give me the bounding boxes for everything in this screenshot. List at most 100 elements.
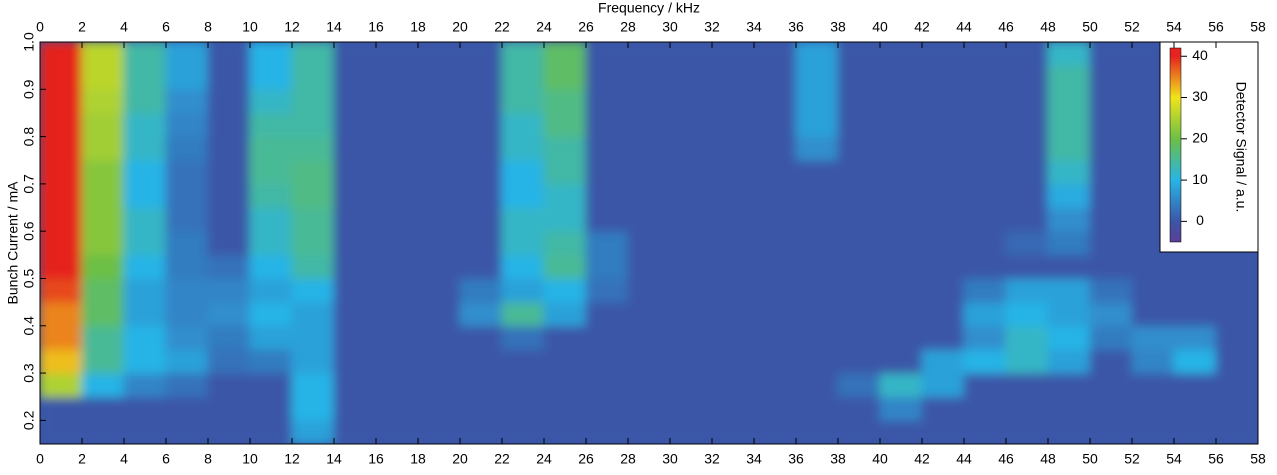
heatmap-cell xyxy=(753,325,797,350)
heatmap-cell xyxy=(711,372,755,398)
heatmap-cell xyxy=(1047,348,1091,374)
x-tick-label: 44 xyxy=(956,451,972,467)
heatmap-cell xyxy=(585,325,629,350)
heatmap-cell xyxy=(501,183,545,209)
heatmap-cell xyxy=(1215,254,1258,279)
heatmap-cell xyxy=(123,65,167,90)
heatmap-cell xyxy=(879,325,923,350)
colorbar-tick-label: 30 xyxy=(1192,88,1208,104)
x-tick-label: 18 xyxy=(410,451,426,467)
heatmap-cell xyxy=(669,230,713,256)
heatmap-cell xyxy=(123,301,167,327)
heatmap-cell xyxy=(627,372,671,398)
heatmap-cell xyxy=(837,372,881,398)
heatmap-cell xyxy=(417,325,461,350)
x-tick-label: 36 xyxy=(788,19,804,35)
heatmap-cell xyxy=(81,348,125,374)
x-tick-label: 30 xyxy=(662,451,678,467)
heatmap-cell xyxy=(333,230,377,256)
heatmap-cell xyxy=(1047,372,1091,398)
heatmap-cell xyxy=(1005,254,1049,279)
heatmap-cell xyxy=(837,183,881,209)
heatmap-cell xyxy=(837,65,881,90)
heatmap-cell xyxy=(795,325,839,350)
heatmap-cell xyxy=(333,65,377,90)
y-tick-label: 0.8 xyxy=(21,127,37,147)
heatmap-cell xyxy=(291,136,335,161)
heatmap-cell xyxy=(249,136,293,161)
x-tick-label: 42 xyxy=(914,19,930,35)
x-tick-label: 32 xyxy=(704,19,720,35)
heatmap-cell xyxy=(291,207,335,232)
heatmap-cell xyxy=(1089,348,1133,374)
x-tick-label: 58 xyxy=(1250,451,1266,467)
heatmap-cell xyxy=(123,372,167,398)
heatmap-cell xyxy=(40,277,83,303)
heatmap-cell xyxy=(40,88,83,114)
heatmap-cell xyxy=(291,277,335,303)
heatmap-cell xyxy=(1089,65,1133,90)
heatmap-cell xyxy=(459,183,503,209)
heatmap-cell xyxy=(963,183,1007,209)
heatmap-cell xyxy=(165,301,209,327)
heatmap-cell xyxy=(585,419,629,444)
x-tick-label: 32 xyxy=(704,451,720,467)
heatmap-cell xyxy=(1089,183,1133,209)
heatmap-cell xyxy=(711,207,755,232)
heatmap-cell xyxy=(501,325,545,350)
heatmap-cell xyxy=(753,348,797,374)
heatmap-cell xyxy=(543,419,587,444)
y-tick-label: 0.5 xyxy=(21,269,37,289)
x-tick-label: 16 xyxy=(368,19,384,35)
x-tick-label: 0 xyxy=(36,451,44,467)
heatmap-cell xyxy=(879,301,923,327)
heatmap-cell xyxy=(333,325,377,350)
heatmap-cell xyxy=(333,348,377,374)
heatmap-cell xyxy=(291,112,335,138)
heatmap-cell xyxy=(585,42,629,67)
heatmap-cell xyxy=(333,372,377,398)
heatmap-cell xyxy=(1089,372,1133,398)
heatmap-cell xyxy=(81,112,125,138)
heatmap-cell xyxy=(921,419,965,444)
heatmap-cell xyxy=(1005,230,1049,256)
x-tick-label: 24 xyxy=(536,451,552,467)
heatmap-cell xyxy=(249,159,293,185)
colorbar-tick-label: 20 xyxy=(1192,130,1208,146)
heatmap-cell xyxy=(669,183,713,209)
heatmap-cell xyxy=(207,88,251,114)
heatmap-cell xyxy=(1047,42,1091,67)
heatmap-cell xyxy=(249,254,293,279)
heatmap-cell xyxy=(627,42,671,67)
heatmap-cell xyxy=(753,65,797,90)
heatmap-cell xyxy=(1047,88,1091,114)
heatmap-cell xyxy=(501,396,545,421)
heatmap-cell xyxy=(1005,396,1049,421)
heatmap-cell xyxy=(165,65,209,90)
heatmap-cell xyxy=(375,42,419,67)
heatmap-cell xyxy=(753,183,797,209)
heatmap-cell xyxy=(417,301,461,327)
heatmap-cell xyxy=(123,88,167,114)
heatmap-cell xyxy=(1173,396,1217,421)
x-tick-label: 48 xyxy=(1040,451,1056,467)
heatmap-cell xyxy=(837,42,881,67)
x-tick-label: 24 xyxy=(536,19,552,35)
x-tick-label: 56 xyxy=(1208,19,1224,35)
heatmap-cell xyxy=(669,301,713,327)
heatmap-cell xyxy=(795,372,839,398)
heatmap-cell xyxy=(40,254,83,279)
heatmap-cell xyxy=(123,183,167,209)
x-tick-label: 36 xyxy=(788,451,804,467)
heatmap-cell xyxy=(753,254,797,279)
heatmap-cell xyxy=(837,159,881,185)
heatmap-cell xyxy=(249,396,293,421)
heatmap-cell xyxy=(963,396,1007,421)
heatmap-cell xyxy=(40,65,83,90)
heatmap-cell xyxy=(669,42,713,67)
heatmap-cell xyxy=(921,254,965,279)
heatmap-cell xyxy=(753,301,797,327)
heatmap-cell xyxy=(417,183,461,209)
x-tick-label: 12 xyxy=(284,19,300,35)
heatmap-cell xyxy=(333,277,377,303)
